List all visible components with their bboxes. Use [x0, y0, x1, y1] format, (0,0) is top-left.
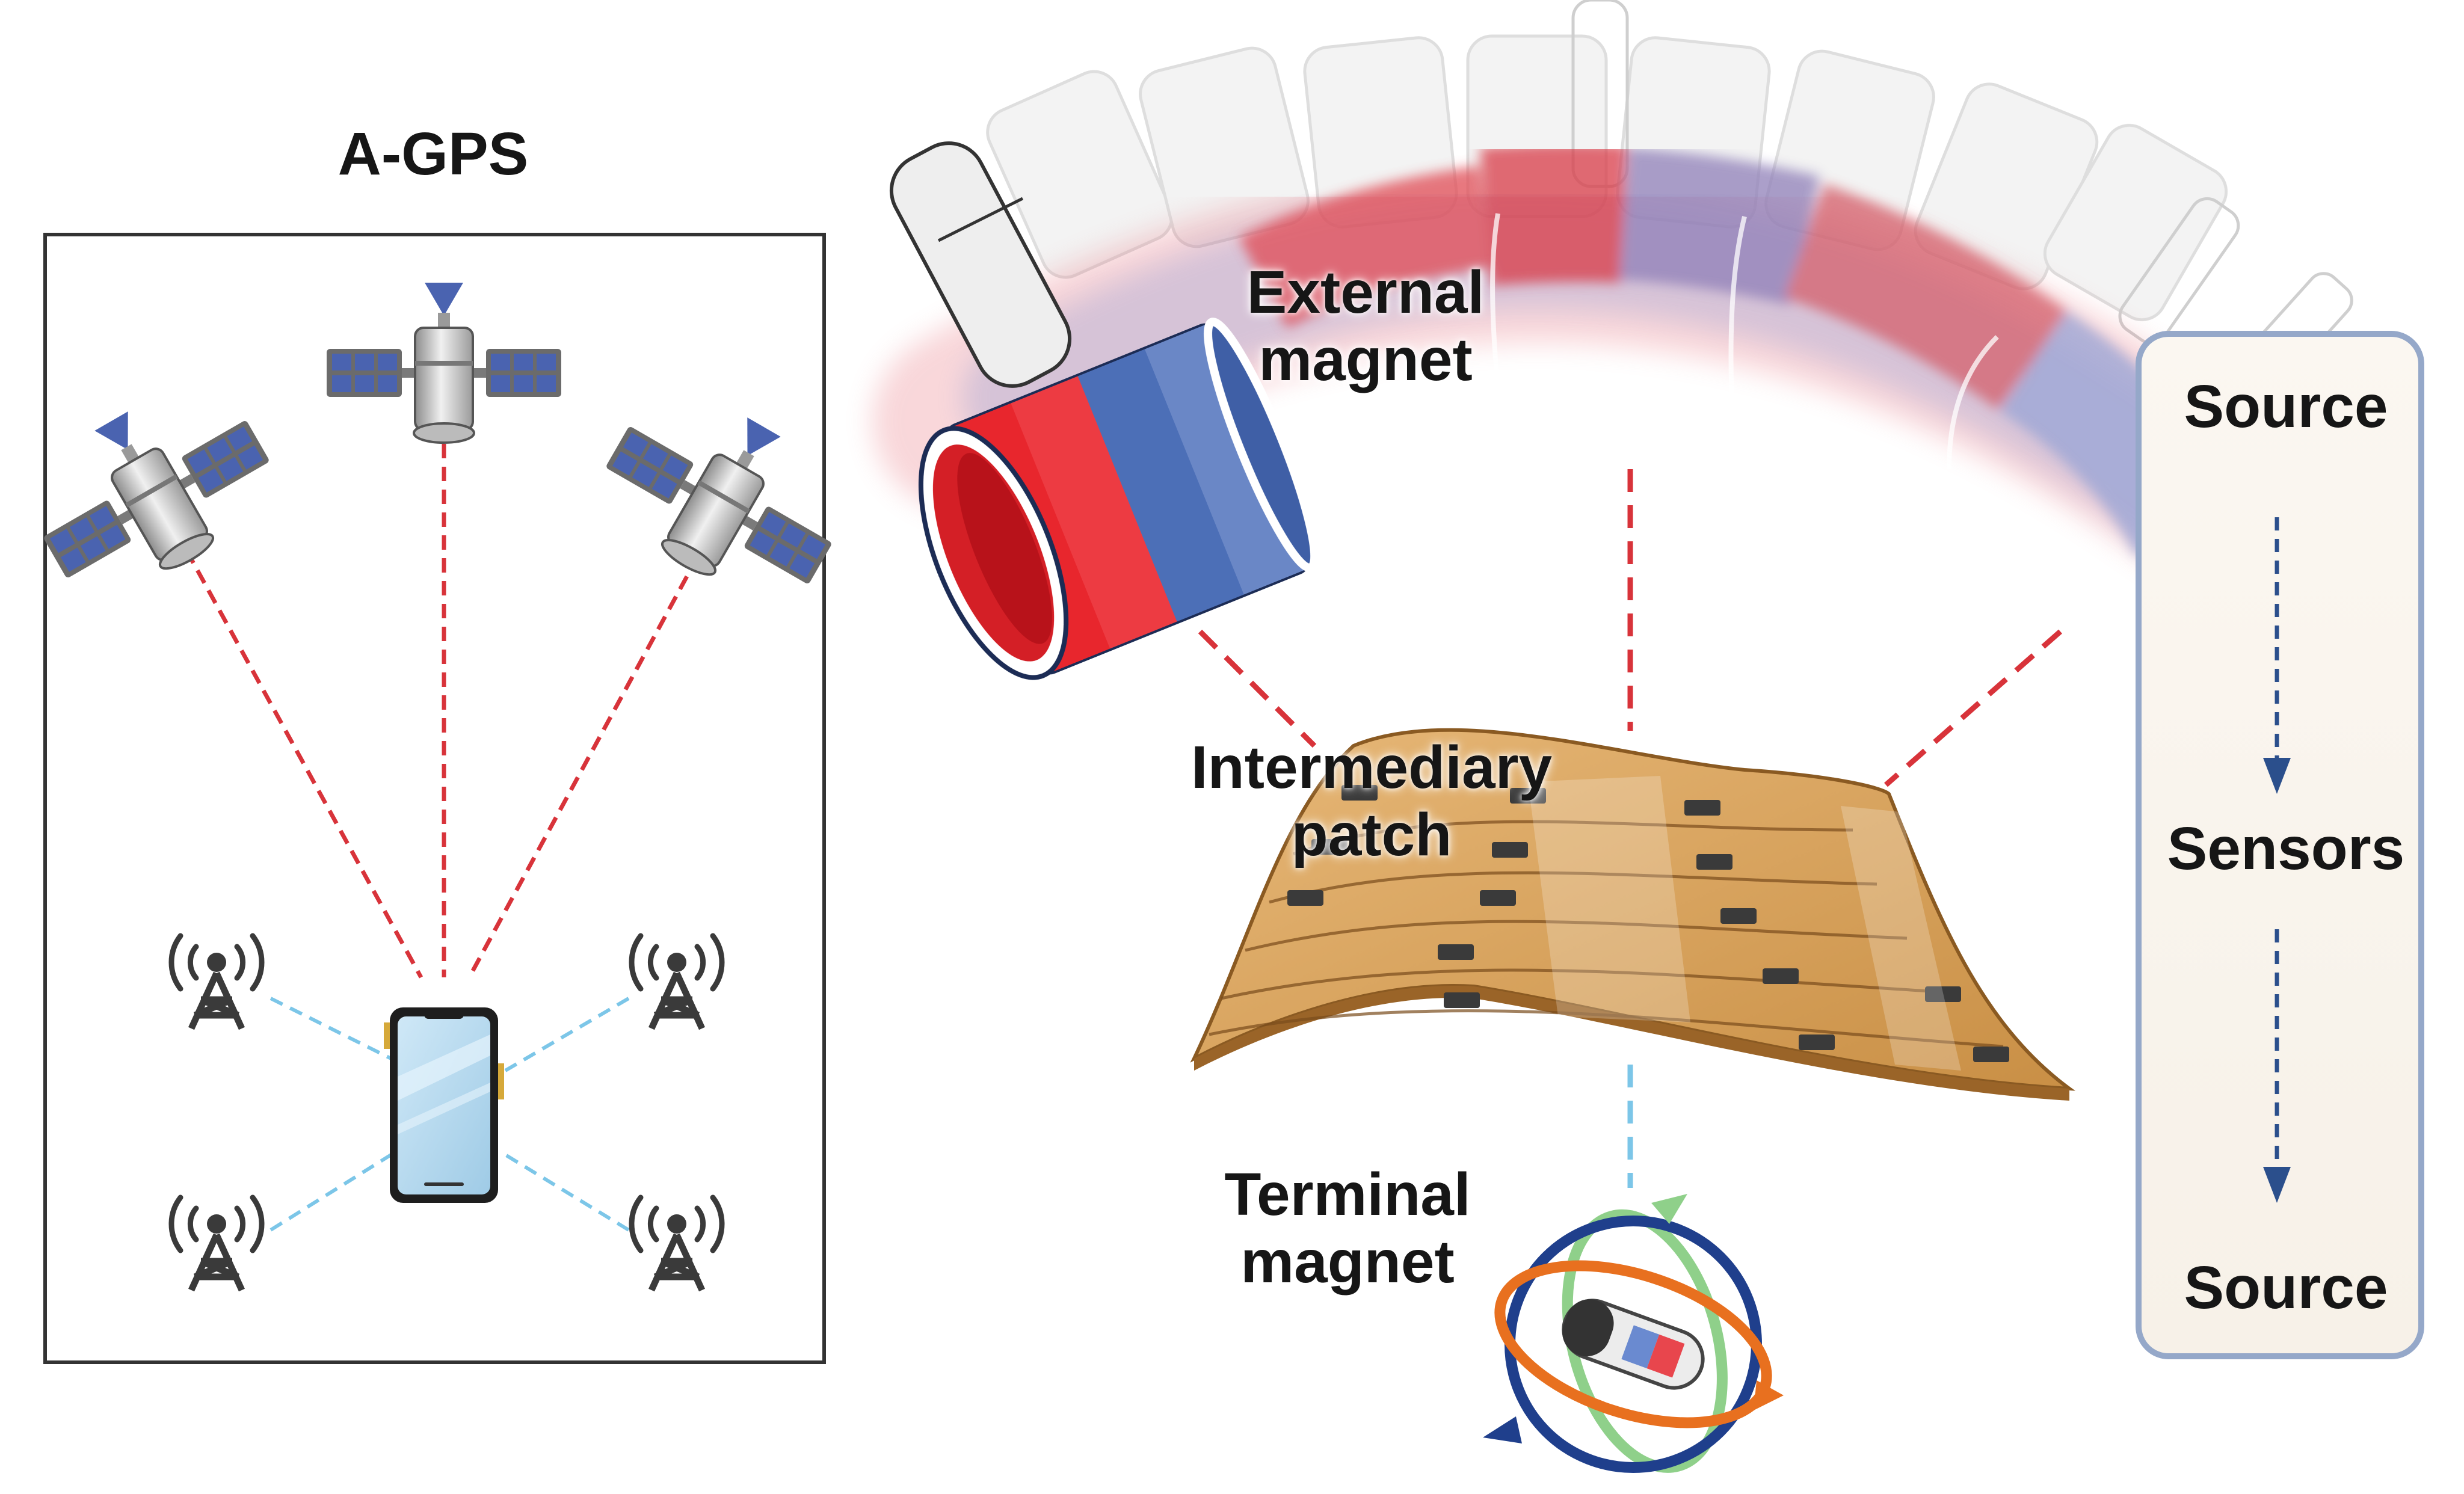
flow-panel [2136, 331, 2424, 1359]
satellite-icon [327, 283, 561, 444]
flow-step-source-top: Source [2184, 373, 2388, 440]
cell-tower-icon [629, 933, 725, 1030]
cell-tower-icon [168, 1194, 265, 1292]
satellite-icon [44, 411, 269, 577]
cell-tower-icon [629, 1194, 725, 1292]
satellite-links [184, 444, 700, 979]
external-magnet-label-line2: magnet [1258, 326, 1473, 393]
flow-arrowhead-icon [2263, 758, 2291, 794]
satellite-icon [606, 417, 831, 583]
external-magnet [889, 141, 1319, 680]
terminal-magnet-label: Terminal magnet [1131, 1161, 1564, 1296]
intermediary-patch-label: Intermediary patch [1107, 734, 1636, 868]
flow-step-sensors: Sensors [2167, 815, 2405, 882]
terminal-magnet-label-line2: magnet [1240, 1228, 1455, 1296]
magnet-patch-links [1198, 469, 2062, 787]
flow-step-source-bottom: Source [2184, 1254, 2388, 1321]
external-magnet-label-line1: External [1246, 259, 1485, 326]
terminal-magnet-label-line1: Terminal [1224, 1161, 1471, 1228]
agps-title: A-GPS [337, 120, 529, 188]
cell-tower-icon [168, 933, 265, 1030]
intermediary-patch-label-line2: patch [1291, 801, 1452, 868]
terminal-magnet [1483, 1194, 1784, 1473]
flow-arrowhead-icon [2263, 1167, 2291, 1203]
intermediary-patch-label-line1: Intermediary [1190, 734, 1553, 801]
smartphone-icon [384, 1007, 504, 1203]
tower-links [270, 997, 630, 1232]
external-magnet-label: External magnet [1131, 259, 1600, 393]
intermediary-patch [1190, 728, 2075, 1101]
